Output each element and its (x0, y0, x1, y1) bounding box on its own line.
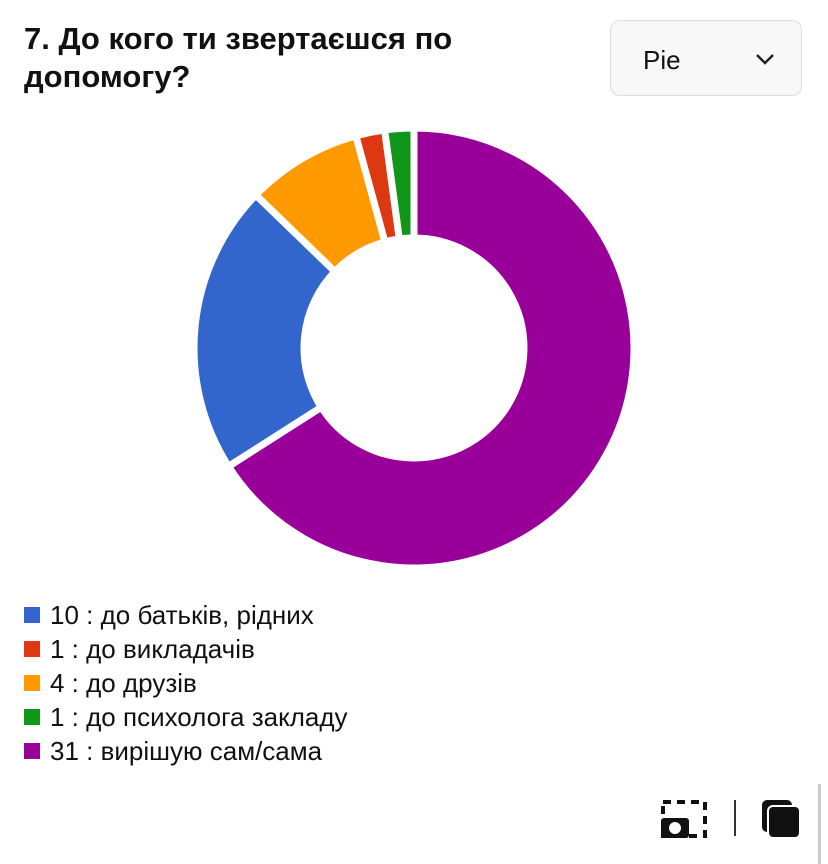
legend-swatch (24, 675, 40, 691)
pie-slice (380, 124, 418, 243)
legend-swatch (24, 743, 40, 759)
legend-label: 4 : до друзів (50, 667, 197, 698)
toolbar (661, 784, 821, 864)
legend-swatch (24, 641, 40, 657)
legend-item: 1 : до психолога закладу (24, 700, 348, 734)
legend-swatch (24, 607, 40, 623)
legend-item: 1 : до викладачів (24, 632, 348, 666)
legend-label: 1 : до викладачів (50, 633, 255, 664)
legend-item: 4 : до друзів (24, 666, 348, 700)
copy-icon[interactable] (762, 800, 801, 839)
legend-label: 10 : до батьків, рідних (50, 599, 314, 630)
legend: 10 : до батьків, рідних 1 : до викладачів… (24, 598, 348, 768)
chart (190, 124, 638, 572)
screenshot-icon[interactable] (661, 800, 707, 838)
legend-label: 31 : вирішую сам/сама (50, 735, 323, 766)
chart-type-select[interactable]: Pie (610, 20, 802, 96)
legend-swatch (24, 709, 40, 725)
legend-item: 31 : вирішую сам/сама (24, 734, 348, 768)
pie-slice (223, 124, 638, 572)
chart-title: 7. До кого ти звертаєшся по допомогу? (24, 21, 453, 94)
legend-item: 10 : до батьків, рідних (24, 598, 348, 632)
legend-label: 1 : до психолога закладу (50, 701, 348, 732)
select-value: Pie (643, 45, 681, 75)
chevron (756, 54, 774, 65)
scrollbar (818, 784, 821, 864)
pie-slice (190, 190, 340, 472)
